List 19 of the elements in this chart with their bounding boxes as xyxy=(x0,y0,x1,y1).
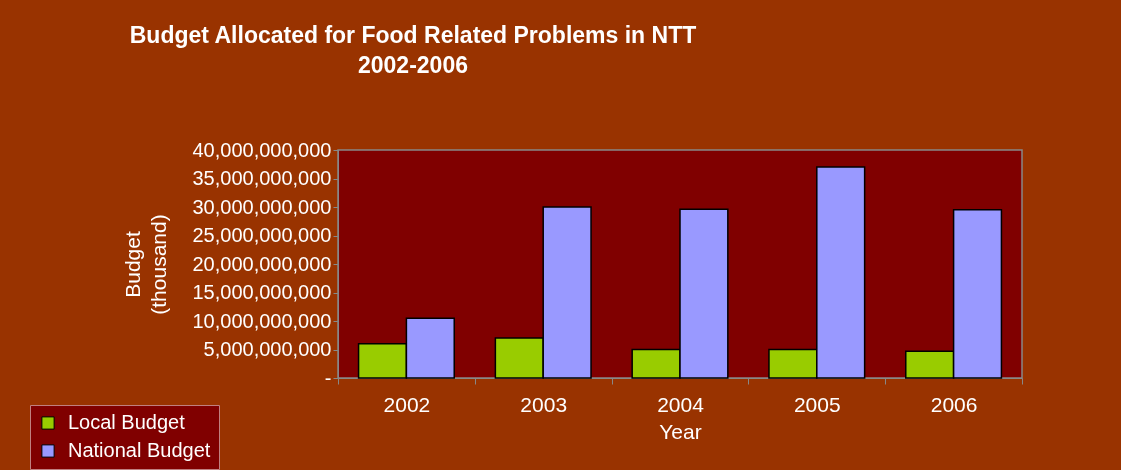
y-tick-label: 20,000,000,000 xyxy=(192,252,332,275)
chart-title: Budget Allocated for Food Related Problems in NTT 2002-2006 xyxy=(129,22,697,78)
x-axis-title: Year xyxy=(659,419,702,443)
x-tick-label: 2004 xyxy=(657,392,705,416)
x-tick-label: 2005 xyxy=(793,392,841,416)
y-tick-label: - xyxy=(324,366,332,389)
x-tick-label: 2002 xyxy=(383,392,431,416)
legend-label: National Budget xyxy=(68,439,211,461)
x-tick-label: 2006 xyxy=(930,392,978,416)
y-tick-label: 5,000,000,000 xyxy=(203,338,332,360)
y-tick-label: 10,000,000,000 xyxy=(192,309,332,332)
y-tick-label: 15,000,000,000 xyxy=(192,281,332,303)
x-tick-label: 2003 xyxy=(520,392,568,416)
y-tick-label: 30,000,000,000 xyxy=(192,195,332,218)
y-tick-label: 40,000,000,000 xyxy=(192,138,332,161)
legend-label: Local Budget xyxy=(68,411,186,433)
y-axis-title: Budget (thousand) xyxy=(121,214,171,315)
y-tick-label: 35,000,000,000 xyxy=(192,167,332,189)
y-tick-label: 25,000,000,000 xyxy=(192,224,332,246)
